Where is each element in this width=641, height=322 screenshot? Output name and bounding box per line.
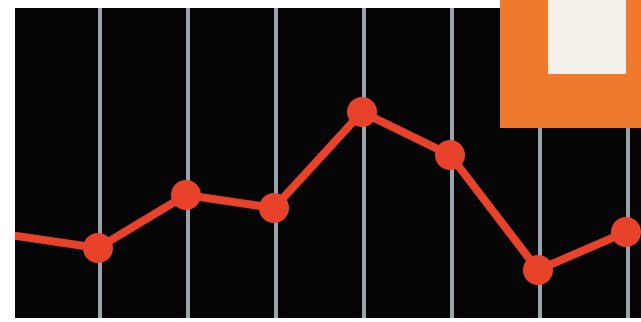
- point: [611, 217, 641, 247]
- panel-inner: [548, 0, 626, 74]
- point: [171, 180, 201, 210]
- point: [83, 233, 113, 263]
- decor-box: [500, 0, 641, 128]
- point: [523, 255, 553, 285]
- point: [347, 97, 377, 127]
- point: [259, 193, 289, 223]
- line: [15, 108, 628, 274]
- plot-area: [15, 97, 641, 285]
- point: [435, 140, 465, 170]
